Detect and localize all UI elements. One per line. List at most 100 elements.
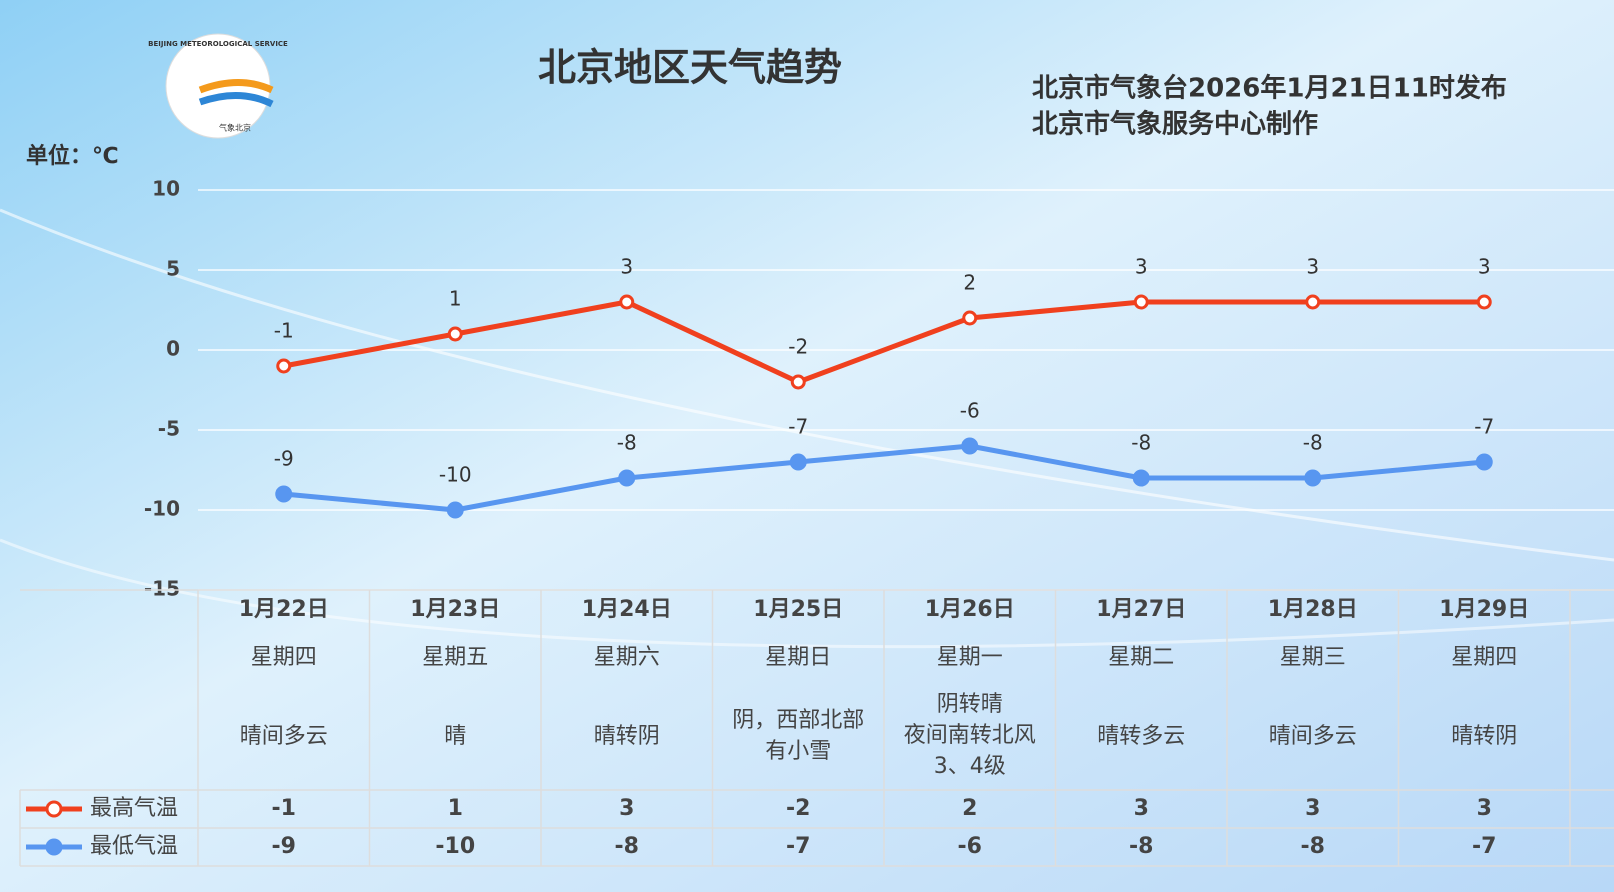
value-label: 3 (1306, 255, 1319, 279)
point (1133, 294, 1149, 310)
value-label: -9 (274, 447, 294, 471)
logo: BEIJING METEOROLOGICAL SERVICE 气象北京 (148, 33, 288, 139)
value-label: 3 (620, 255, 633, 279)
date-label: 1月23日 (410, 597, 500, 622)
table-value: -6 (958, 834, 982, 859)
y-tick-label: 0 (166, 337, 180, 361)
weather-label: 有小雪 (765, 739, 831, 764)
legend-label: 最低气温 (90, 834, 178, 859)
logo-arc (198, 91, 274, 108)
point (1476, 294, 1492, 310)
decor-swoosh (0, 538, 1614, 649)
table-value: -1 (272, 796, 296, 821)
value-label: -8 (1131, 431, 1151, 455)
unit-label: 单位：℃ (26, 143, 119, 169)
point (619, 294, 635, 310)
value-label: 3 (1135, 255, 1148, 279)
legend-label: 最高气温 (90, 796, 178, 821)
point (276, 358, 292, 374)
value-label: -6 (960, 399, 980, 423)
value-label: 2 (963, 271, 976, 295)
weekday-label: 星期一 (937, 645, 1003, 670)
table-value: -8 (615, 834, 639, 859)
weather-label: 晴转多云 (1097, 724, 1185, 749)
date-label: 1月28日 (1268, 597, 1358, 622)
y-tick-label: -10 (144, 497, 180, 521)
date-label: 1月26日 (925, 597, 1015, 622)
chart-title: 北京地区天气趋势 (538, 46, 842, 90)
publisher: 北京市气象服务中心制作 (1032, 109, 1318, 140)
table-value: 3 (1477, 796, 1492, 821)
date-label: 1月22日 (239, 597, 329, 622)
publisher: 北京市气象台2026年1月21日11时发布 (1032, 73, 1507, 104)
table-value: -8 (1301, 834, 1325, 859)
table-value: 1 (448, 796, 463, 821)
point (789, 453, 807, 471)
point (1132, 469, 1150, 487)
point (961, 437, 979, 455)
table-value: 2 (962, 796, 977, 821)
value-label: -1 (274, 319, 294, 343)
weekday-label: 星期三 (1280, 645, 1346, 670)
weather-label: 晴 (444, 724, 466, 749)
value-label: 1 (449, 287, 462, 311)
point (962, 310, 978, 326)
value-label: -10 (439, 463, 472, 487)
logo-text: BEIJING METEOROLOGICAL SERVICE (148, 40, 288, 48)
logo-arc (198, 79, 274, 94)
weekday-label: 星期日 (765, 645, 831, 670)
y-tick-label: 10 (152, 177, 180, 201)
point (1305, 294, 1321, 310)
point (446, 501, 464, 519)
point (1475, 453, 1493, 471)
table-value: 3 (1134, 796, 1149, 821)
value-label: -7 (1474, 415, 1494, 439)
weather-label: 晴间多云 (1269, 724, 1357, 749)
value-label: -2 (788, 335, 808, 359)
point (790, 374, 806, 390)
weather-label: 晴转阴 (1451, 724, 1517, 749)
weather-label: 夜间南转北风 (904, 723, 1036, 748)
weather-label: 晴间多云 (240, 724, 328, 749)
series-line (283, 443, 1485, 513)
table-value: -2 (786, 796, 810, 821)
table-value: -10 (435, 834, 475, 859)
table-value: -7 (786, 834, 810, 859)
series-line (283, 299, 1485, 385)
date-label: 1月27日 (1096, 597, 1186, 622)
weather-label: 阴，西部北部 (732, 708, 864, 733)
value-label: 3 (1478, 255, 1491, 279)
date-label: 1月29日 (1439, 597, 1529, 622)
point (1304, 469, 1322, 487)
weekday-label: 星期二 (1108, 645, 1174, 670)
table-value: -8 (1129, 834, 1153, 859)
y-tick-label: -15 (144, 577, 180, 601)
value-label: -8 (617, 431, 637, 455)
legend-marker (45, 800, 63, 818)
y-tick-label: -5 (158, 417, 180, 441)
legend-marker (45, 838, 63, 856)
point (275, 485, 293, 503)
table-value: 3 (619, 796, 634, 821)
weather-label: 3、4级 (934, 754, 1006, 779)
decor-swoosh (0, 208, 1614, 562)
date-label: 1月24日 (582, 597, 672, 622)
weather-label: 晴转阴 (594, 724, 660, 749)
weekday-label: 星期四 (1451, 645, 1517, 670)
table-value: -7 (1472, 834, 1496, 859)
point (447, 326, 463, 342)
value-label: -7 (788, 415, 808, 439)
weekday-label: 星期六 (594, 645, 660, 670)
y-tick-label: 5 (166, 257, 180, 281)
weather-label: 阴转晴 (937, 692, 1003, 717)
value-label: -8 (1303, 431, 1323, 455)
date-label: 1月25日 (753, 597, 843, 622)
table-value: 3 (1305, 796, 1320, 821)
logo-text: 气象北京 (219, 123, 251, 133)
table-value: -9 (272, 834, 296, 859)
weekday-label: 星期五 (422, 645, 488, 670)
point (618, 469, 636, 487)
weekday-label: 星期四 (251, 645, 317, 670)
